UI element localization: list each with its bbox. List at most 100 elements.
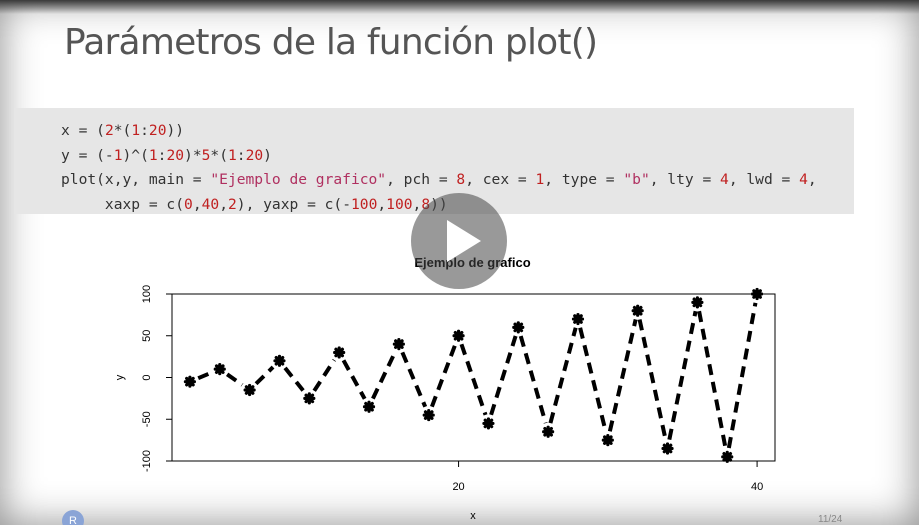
code-token: , bbox=[219, 195, 228, 213]
series-segment bbox=[637, 319, 668, 441]
data-point bbox=[631, 304, 644, 317]
play-button[interactable] bbox=[411, 193, 507, 289]
data-point bbox=[571, 312, 585, 326]
series-segment bbox=[312, 358, 336, 392]
data-point bbox=[512, 321, 525, 334]
code-token: x = ( bbox=[61, 122, 105, 139]
code-token: : bbox=[140, 122, 149, 139]
series-segment bbox=[667, 310, 698, 441]
y-tick-label: 50 bbox=[141, 330, 153, 342]
code-token: "b" bbox=[623, 171, 650, 188]
x-tick-label: 20 bbox=[452, 481, 464, 493]
y-tick-label: -50 bbox=[141, 411, 153, 427]
series-segment bbox=[371, 351, 397, 400]
series-segment bbox=[283, 366, 306, 393]
series-segment bbox=[489, 335, 518, 416]
x-tick-label: 40 bbox=[751, 481, 763, 493]
series-segment bbox=[726, 302, 758, 449]
data-point bbox=[333, 346, 346, 359]
data-point bbox=[721, 450, 734, 463]
series-segment bbox=[459, 343, 488, 416]
data-point bbox=[303, 392, 316, 405]
data-point bbox=[482, 417, 495, 430]
code-token: 2 bbox=[104, 122, 114, 139]
code-token: 8 bbox=[421, 195, 431, 213]
series-segment bbox=[197, 370, 213, 381]
code-token: 1 bbox=[131, 122, 141, 139]
code-token: "Ejemplo de grafico" bbox=[210, 171, 387, 188]
code-token: ), yaxp = c(- bbox=[236, 195, 352, 213]
data-point bbox=[273, 354, 286, 367]
code-token: *( bbox=[113, 122, 132, 139]
code-line: plot(x,y, main = "Ejemplo de grafico", p… bbox=[61, 168, 854, 193]
code-token: 8 bbox=[456, 171, 466, 188]
data-point bbox=[213, 363, 226, 376]
code-token: , lty = bbox=[649, 171, 721, 188]
code-token: 20 bbox=[166, 146, 185, 164]
r-logo: R bbox=[62, 510, 84, 525]
code-token: , bbox=[412, 195, 422, 213]
code-token: )) bbox=[166, 122, 185, 139]
y-tick-label: 0 bbox=[141, 374, 153, 380]
code-line: y = (-1)^(1:20)*5*(1:20) bbox=[61, 144, 854, 169]
series-segment bbox=[254, 365, 275, 386]
data-point bbox=[542, 425, 555, 438]
code-token: , bbox=[377, 195, 387, 213]
code-token: )* bbox=[184, 146, 202, 164]
series-segment bbox=[430, 343, 458, 408]
y-axis-label: y bbox=[114, 374, 126, 380]
code-token: y = (- bbox=[61, 146, 114, 164]
code-token: , bbox=[192, 195, 202, 213]
code-token: xaxp = c( bbox=[61, 195, 185, 213]
code-token: 1 bbox=[148, 146, 158, 164]
code-token: 20 bbox=[245, 146, 264, 164]
code-token: , lwd = bbox=[728, 171, 800, 188]
data-point bbox=[243, 383, 256, 397]
code-token: : bbox=[157, 146, 167, 164]
code-token: , bbox=[807, 171, 817, 188]
series-segment bbox=[518, 335, 548, 424]
code-token: 4 bbox=[720, 171, 729, 188]
play-icon bbox=[447, 220, 481, 262]
code-token: 1 bbox=[113, 146, 123, 164]
code-token: 1 bbox=[228, 146, 237, 164]
code-token: 100 bbox=[351, 195, 378, 213]
code-line: x = (2*(1:20)) bbox=[61, 119, 854, 144]
code-token: 2 bbox=[227, 195, 237, 213]
x-axis-label: x bbox=[470, 510, 476, 522]
code-token: 0 bbox=[184, 195, 193, 213]
series-segment bbox=[607, 319, 638, 432]
data-point bbox=[452, 329, 465, 342]
series-segment bbox=[341, 359, 367, 400]
series-segment bbox=[697, 310, 728, 449]
data-point bbox=[601, 434, 614, 447]
code-token: plot(x,y, main = bbox=[61, 171, 211, 188]
code-token: , pch = bbox=[386, 171, 457, 188]
data-point bbox=[392, 338, 405, 351]
code-token: : bbox=[236, 146, 246, 164]
code-token: 100 bbox=[386, 195, 413, 213]
code-token: , cex = bbox=[465, 171, 536, 188]
code-token: , type = bbox=[544, 171, 624, 188]
page-indicator: 11/24 bbox=[818, 514, 843, 525]
data-point bbox=[661, 442, 674, 455]
data-point bbox=[362, 400, 376, 413]
data-point bbox=[422, 408, 435, 422]
code-token: 40 bbox=[201, 195, 220, 213]
code-token: 20 bbox=[148, 122, 167, 139]
code-token: )^( bbox=[122, 146, 149, 164]
data-point bbox=[750, 287, 764, 301]
top-shadow bbox=[0, 0, 919, 14]
code-token: ) bbox=[263, 146, 272, 164]
code-token: 5 bbox=[201, 146, 211, 164]
code-token: *( bbox=[210, 146, 228, 164]
series-segment bbox=[225, 372, 244, 387]
y-tick-label: 100 bbox=[141, 285, 153, 303]
y-tick-label: -100 bbox=[141, 450, 153, 472]
data-point bbox=[691, 296, 704, 309]
series-segment bbox=[400, 351, 428, 408]
code-token: 1 bbox=[535, 171, 545, 188]
code-block: x = (2*(1:20)) y = (-1)^(1:20)*5*(1:20) pl… bbox=[14, 108, 854, 214]
